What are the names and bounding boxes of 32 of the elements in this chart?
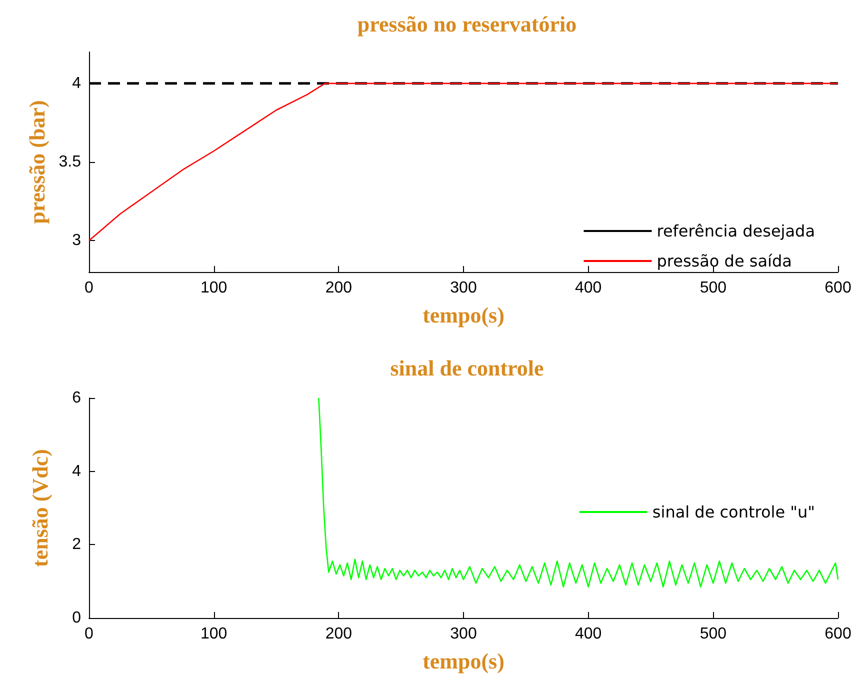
x-tick-label: 400: [574, 280, 602, 296]
x-tick-label: 0: [84, 280, 94, 296]
chart-title: pressão no reservatório: [357, 12, 577, 36]
x-tick-label: 300: [450, 626, 477, 642]
x-tick-label: 500: [700, 626, 727, 642]
x-tick-label: 600: [824, 280, 852, 296]
x-tick-label: 100: [200, 626, 228, 642]
y-tick-label: 0: [72, 610, 82, 626]
x-tick-label: 300: [450, 280, 477, 296]
x-tick-label: 400: [574, 626, 602, 642]
chart-title: sinal de controle: [390, 356, 544, 380]
x-tick-label: 0: [84, 626, 94, 642]
x-tick-label: 100: [200, 280, 228, 296]
y-tick-label: 6: [72, 390, 82, 406]
x-tick-label: 500: [700, 280, 727, 296]
line-series: [318, 397, 839, 588]
y-tick-label: 3: [72, 232, 82, 250]
x-axis-title: tempo(s): [422, 648, 504, 674]
x-tick-label: 200: [325, 626, 352, 642]
legend-label: referência desejada: [656, 222, 815, 240]
y-tick-label: 2: [72, 536, 82, 554]
x-tick-label: 200: [325, 280, 352, 296]
x-tick-label: 600: [824, 626, 852, 642]
legend-label: pressão de saída: [656, 252, 792, 270]
line-series: [88, 82, 839, 242]
y-tick-label: 4: [72, 462, 82, 480]
y-tick-label: 4: [72, 74, 82, 92]
y-tick-label: 3.5: [58, 154, 82, 170]
legend-label: sinal de controle "u": [652, 502, 815, 522]
y-axis-title: pressão (bar): [24, 100, 50, 224]
x-axis-title: tempo(s): [422, 302, 504, 328]
y-axis-title: tensão (Vdc): [28, 449, 52, 567]
